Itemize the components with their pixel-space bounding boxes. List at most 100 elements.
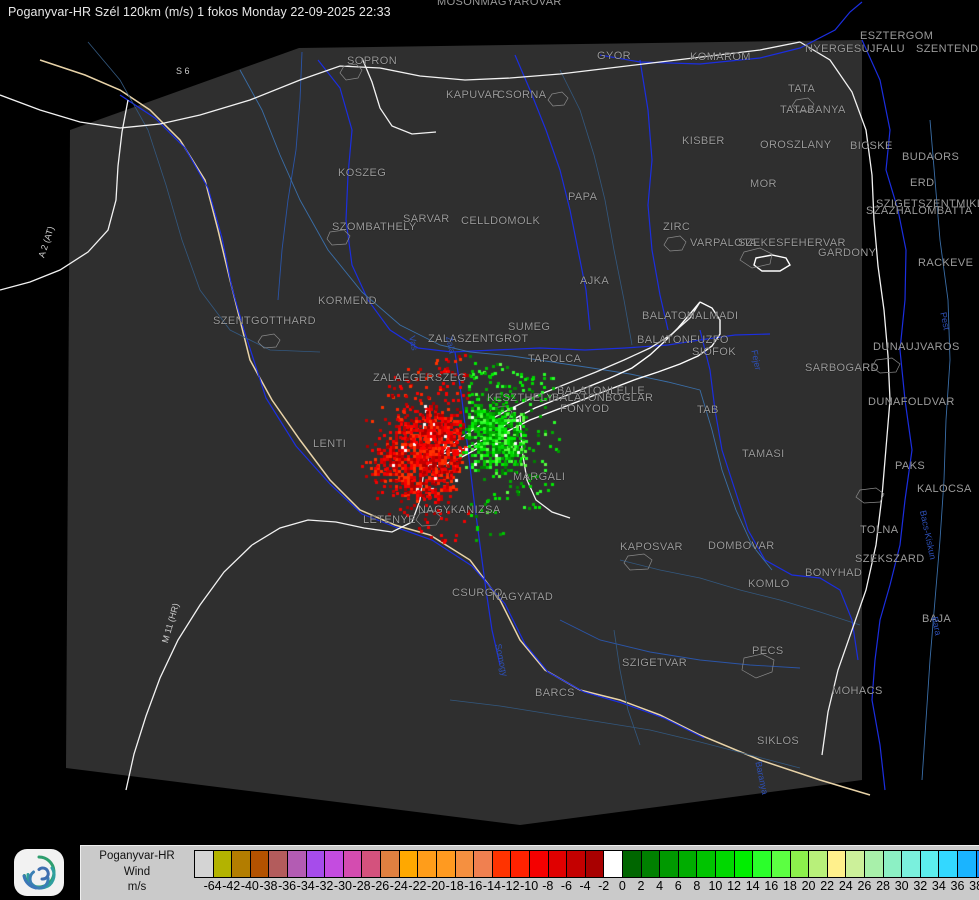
- colorbar-cell: [901, 850, 920, 878]
- colorbar-tick: -30: [333, 879, 353, 893]
- place-label: GARDONY: [818, 247, 877, 259]
- colorbar-tick: -40: [240, 879, 259, 893]
- place-label: NAGYATAD: [492, 591, 554, 603]
- colorbar-tick: -28: [352, 879, 371, 893]
- colorbar-cell: [919, 850, 939, 878]
- colorbar-cell: [268, 850, 288, 878]
- colorbar-cell: [603, 850, 623, 878]
- colorbar-tick: -36: [278, 879, 297, 893]
- place-label: KISBER: [682, 135, 725, 147]
- colorbar-tick: 36: [950, 879, 965, 893]
- colorbar-tick: -38: [259, 879, 278, 893]
- colorbar-cell: [659, 850, 678, 878]
- colorbar-tick: -42: [222, 879, 241, 893]
- place-label: SUMEG: [508, 321, 551, 333]
- colorbar-tick: 6: [674, 879, 682, 893]
- place-label: VARPALOTA: [690, 237, 758, 249]
- colorbar-cell: [231, 850, 250, 878]
- colorbar-tick: -20: [427, 879, 446, 893]
- colorbar-tick: 12: [727, 879, 741, 893]
- place-label: SZENTGOTTHARD: [213, 315, 316, 327]
- place-label: OROSZLANY: [760, 139, 832, 151]
- colorbar-tick: -8: [542, 879, 554, 893]
- colorbar-cell: [510, 850, 529, 878]
- place-label: GYOR: [597, 50, 631, 62]
- page-title: Poganyvar-HR Szél 120km (m/s) 1 fokos Mo…: [8, 5, 391, 19]
- place-label: MOR: [750, 178, 777, 190]
- place-label: MOHACS: [832, 685, 883, 697]
- place-label: DUNAUJVAROS: [873, 341, 960, 353]
- colorbar-tick: -64: [203, 879, 222, 893]
- colorbar-tick: -24: [389, 879, 408, 893]
- colorbar-cell: [454, 850, 474, 878]
- place-label: BAJA: [922, 613, 952, 625]
- colorbar-cell: [789, 850, 809, 878]
- radar-map[interactable]: SOPRON MOSONMAGYAROVAR KAPUVAR CSORNA GYOR KO…: [0, 0, 979, 838]
- colorbar-tick: 22: [820, 879, 835, 893]
- place-label: TOLNA: [860, 524, 899, 536]
- place-label: BALATONBOGLAR: [552, 392, 654, 404]
- place-label: SIOFOK: [692, 346, 736, 358]
- colorbar-tick: 8: [693, 879, 701, 893]
- colorbar-tick: 4: [656, 879, 664, 893]
- place-label: KAPUVAR: [446, 89, 501, 101]
- place-label: SIKLOS: [757, 735, 800, 747]
- legend-line-3: m/s: [127, 881, 147, 893]
- colorbar-cell: [622, 850, 641, 878]
- place-label: BUDAORS: [902, 151, 960, 163]
- place-label: MOSONMAGYAROVAR: [437, 0, 562, 8]
- legend-line-1: Poganyvar-HR: [99, 850, 175, 862]
- place-label: BARCS: [535, 687, 575, 699]
- colorbar-cell: [566, 850, 585, 878]
- place-label: SZEKESFEHERVAR: [738, 237, 846, 249]
- colorbar-cell: [417, 850, 436, 878]
- place-label: ESZTERGOM: [860, 30, 934, 42]
- colorbar-cell: [547, 850, 567, 878]
- colorbar-cell: [752, 850, 771, 878]
- place-label: SOPRON: [347, 55, 398, 67]
- place-label: KOSZEG: [338, 167, 387, 179]
- colorbar-tick: -26: [371, 879, 390, 893]
- colorbar-tick: -10: [520, 879, 539, 893]
- colorbar-cell: [975, 850, 979, 878]
- place-label: LENTI: [313, 438, 347, 450]
- place-label: CSORNA: [497, 89, 547, 101]
- legend-line-2: Wind: [123, 865, 151, 878]
- colorbar-cell: [808, 850, 827, 878]
- colorbar-swatches: [194, 850, 979, 878]
- place-label: MARGALI: [513, 471, 566, 483]
- colorbar-tick: -34: [296, 879, 315, 893]
- colorbar-cell: [882, 850, 902, 878]
- colorbar-cell: [212, 850, 232, 878]
- place-label: BONYHAD: [805, 567, 863, 579]
- colorbar-cell: [770, 850, 790, 878]
- colorbar-cell: [398, 850, 418, 878]
- place-label: TATA: [788, 83, 816, 95]
- colorbar-cell: [361, 850, 381, 878]
- colorbar-tick: -16: [464, 879, 483, 893]
- place-label: SZIGETVAR: [622, 657, 688, 669]
- colorbar-tick: -18: [445, 879, 464, 893]
- colorbar-tick: 28: [876, 879, 890, 893]
- place-label: ZALASZENTGROT: [428, 333, 529, 345]
- place-label: ERD: [910, 177, 935, 189]
- colorbar-cell: [380, 850, 399, 878]
- colorbar-cell: [491, 850, 511, 878]
- place-label: CELLDOMOLK: [461, 215, 541, 227]
- colorbar-cell: [287, 850, 306, 878]
- colorbar-tick: 16: [764, 879, 779, 893]
- colorbar-tick: -22: [408, 879, 427, 893]
- colorbar-cell: [342, 850, 362, 878]
- place-label: TAPOLCA: [528, 353, 582, 365]
- place-label: NAGYKANIZSA: [418, 504, 501, 516]
- place-label: SZAZHALOMBATTA: [866, 205, 973, 217]
- colorbar-tick: 0: [618, 879, 626, 893]
- colorbar-cell: [696, 850, 716, 878]
- place-label: SZEKSZARD: [855, 553, 925, 565]
- place-label: TATABANYA: [780, 104, 846, 116]
- place-label: NYERGESUJFALU: [805, 43, 905, 55]
- place-label: LETENYE: [363, 514, 416, 526]
- colorbar-tick: -4: [579, 879, 591, 893]
- place-label: CSURGO: [452, 587, 503, 599]
